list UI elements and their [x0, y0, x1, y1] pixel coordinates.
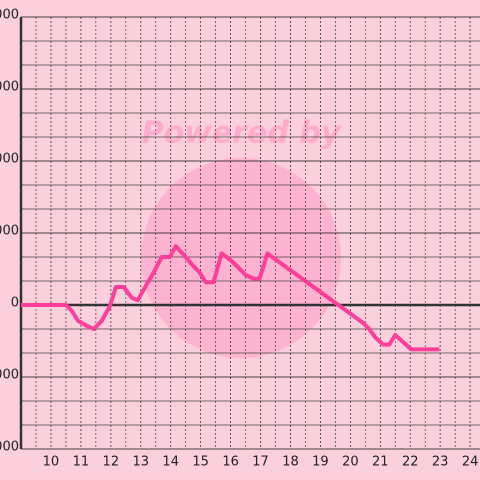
x-tick-label: 15 [192, 455, 209, 470]
x-tick-label: 13 [132, 455, 149, 470]
y-tick-label: 0 [11, 296, 19, 311]
y-tick-label: 3,000 [0, 224, 19, 239]
y-tick-label: 9,000 [0, 80, 19, 95]
x-tick-label: 18 [282, 455, 299, 470]
y-tick-label: -6,000 [0, 440, 19, 455]
x-tick-label: 23 [432, 455, 449, 470]
x-tick-label: 24 [462, 455, 479, 470]
x-tick-label: 16 [222, 455, 239, 470]
y-tick-label: 6,000 [0, 152, 19, 167]
y-tick-label: 12,000 [0, 8, 19, 23]
x-tick-label: 19 [312, 455, 329, 470]
y-tick-label: -3,000 [0, 368, 19, 383]
watermark-logo [141, 158, 341, 358]
x-tick-label: 12 [103, 455, 120, 470]
x-tick-label: 22 [402, 455, 419, 470]
x-tick-label: 17 [252, 455, 269, 470]
line-series [21, 244, 440, 352]
x-tick-label: 20 [342, 455, 359, 470]
x-tick-label: 10 [43, 455, 60, 470]
x-tick-label: 14 [162, 455, 179, 470]
x-tick-label: 11 [73, 455, 90, 470]
x-tick-label: 21 [372, 455, 389, 470]
watermark-text: Powered by [142, 116, 342, 151]
